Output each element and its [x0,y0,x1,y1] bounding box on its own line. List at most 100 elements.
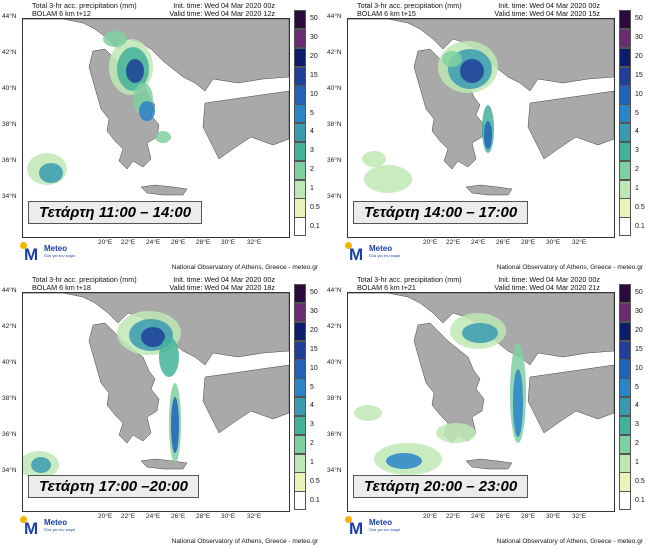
color-scale-label: 15 [310,345,318,353]
color-scale-label: 0.1 [310,222,320,230]
precipitation-area [103,31,127,47]
precipitation-area [354,405,382,421]
valid-time: Valid time: Wed 04 Mar 2020 21z [494,283,600,293]
longitude-label: 32°E [247,513,262,520]
longitude-label: 24°E [146,239,161,246]
color-scale-swatch [294,198,306,218]
logo-mark: M [349,245,364,264]
meteo-logo: M Meteo Όλα για τον καιρό [345,241,415,264]
longitude-label: 20°E [423,239,438,246]
panel-header-left: Total 3-hr acc. precipitation (mm) BOLAM … [32,1,137,19]
color-scale-label: 4 [635,128,639,136]
color-scale-swatch [619,179,631,199]
init-time: Init. time: Wed 04 Mar 2020 00z [173,275,275,284]
meteo-logo: M Meteo Όλα για τον καιρό [20,241,90,264]
color-scale-label: 10 [310,90,318,98]
color-scale [294,10,306,237]
color-scale-label: 5 [635,109,639,117]
latitude-label: 44°N [327,287,342,294]
longitude-label: 28°E [196,513,211,520]
latitude-label: 42°N [2,323,17,330]
color-scale-label: 1 [310,458,314,466]
color-scale-swatch [619,47,631,67]
longitude-label: 20°E [98,513,113,520]
color-scale-swatch [294,85,306,105]
color-scale-label: 30 [635,308,643,316]
map-frame [347,292,615,512]
color-scale-swatch [619,284,631,304]
color-scale-label: 0.1 [635,496,645,504]
latitude-label: 34°N [2,193,17,200]
time-window-caption: Τετάρτη 11:00 – 14:00 [28,201,203,224]
color-scale-swatch [619,302,631,323]
latitude-label: 42°N [2,49,17,56]
color-scale-swatch [619,28,631,49]
longitude-label: 20°E [423,513,438,520]
longitude-label: 28°E [196,239,211,246]
color-scale-label: 5 [635,383,639,391]
panel-title: Total 3-hr acc. precipitation (mm) [357,275,462,284]
longitude-label: 32°E [572,239,587,246]
longitude-label: 30°E [546,513,561,520]
color-scale-label: 3 [310,421,314,429]
footer-credit: National Observatory of Athens, Greece -… [171,538,318,545]
precipitation-area [159,337,179,377]
precipitation-area [126,59,144,83]
longitude-label: 22°E [446,513,461,520]
latitude-label: 38°N [2,121,17,128]
color-scale-swatch [619,434,631,454]
longitude-label: 26°E [171,239,186,246]
logo-mark: M [24,245,39,264]
color-scale-label: 3 [310,147,314,155]
latitude-label: 36°N [327,157,342,164]
color-scale-label: 2 [635,440,639,448]
color-scale-swatch [619,359,631,379]
color-scale-swatch [619,198,631,218]
color-scale-label: 2 [310,440,314,448]
sun-icon [345,242,352,249]
color-scale-label: 20 [635,53,643,61]
color-scale-label: 30 [310,34,318,42]
panel-model: BOLAM 6 km t+12 [32,9,91,19]
longitude-label: 24°E [471,513,486,520]
forecast-panel: Total 3-hr acc. precipitation (mm) BOLAM … [325,0,650,274]
precipitation-area [362,151,386,167]
valid-time: Valid time: Wed 04 Mar 2020 12z [169,9,275,19]
longitude-label: 26°E [496,513,511,520]
color-scale-label: 50 [635,289,643,297]
color-scale-swatch [619,141,631,162]
land-area [202,364,289,434]
color-scale-swatch [619,104,631,124]
color-scale-swatch [619,160,631,180]
land-area [465,184,513,196]
color-scale-label: 5 [310,109,314,117]
color-scale [619,10,631,237]
color-scale-swatch [294,302,306,323]
latitude-label: 42°N [327,323,342,330]
longitude-label: 32°E [247,239,262,246]
latitude-label: 34°N [327,467,342,474]
land-area [527,364,614,434]
longitude-label: 30°E [221,513,236,520]
color-scale-swatch [294,141,306,162]
color-scale-label: 4 [310,402,314,410]
panel-header-right: Init. time: Wed 04 Mar 2020 00z Valid tim… [169,1,275,19]
color-scale-label: 1 [635,184,639,192]
latitude-label: 36°N [2,431,17,438]
color-scale-swatch [294,123,306,143]
precipitation-area [364,165,412,193]
color-scale-label: 50 [310,289,318,297]
color-scale-swatch [294,378,306,398]
color-scale-label: 0.5 [635,477,645,485]
color-scale-swatch [294,472,306,492]
logo-mark: M [349,519,364,538]
sun-icon [20,516,27,523]
latitude-label: 44°N [2,287,17,294]
latitude-label: 42°N [327,49,342,56]
precipitation-area [484,121,492,149]
latitude-label: 40°N [2,85,17,92]
longitude-label: 26°E [171,513,186,520]
precipitation-area [442,51,462,67]
color-scale-swatch [619,321,631,341]
color-scale-swatch [294,66,306,86]
